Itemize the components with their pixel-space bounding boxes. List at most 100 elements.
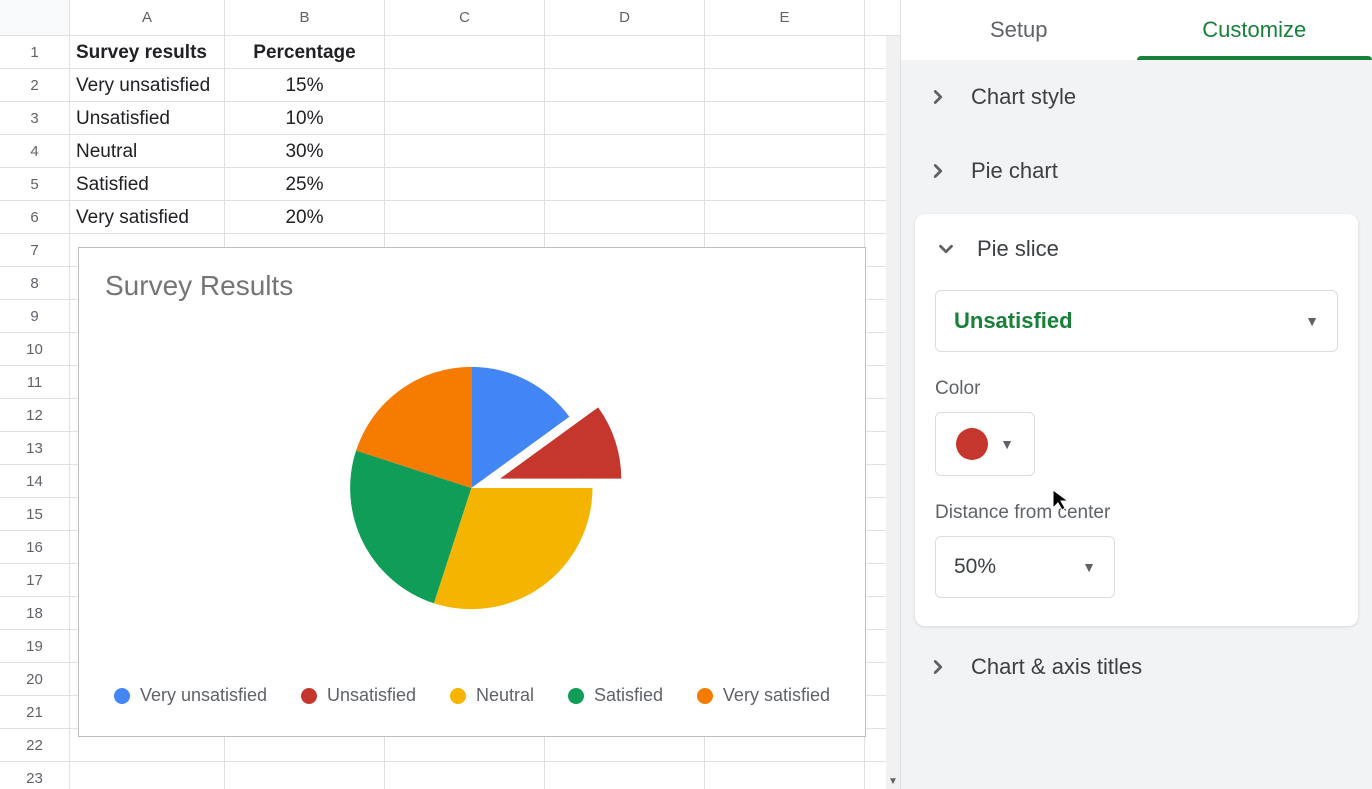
section-chart-axis-titles[interactable]: Chart & axis titles — [901, 644, 1372, 704]
section-chart-style[interactable]: Chart style — [901, 60, 1372, 134]
cell[interactable] — [705, 168, 865, 200]
cell[interactable]: Satisfied — [70, 168, 225, 200]
legend-swatch — [568, 688, 584, 704]
slice-select-dropdown[interactable]: Unsatisfied ▼ — [935, 290, 1338, 352]
cell[interactable]: 25% — [225, 168, 385, 200]
row-header[interactable]: 6 — [0, 201, 70, 233]
table-row: 5Satisfied25% — [0, 168, 900, 201]
column-header[interactable]: B — [225, 0, 385, 35]
slice-color-picker[interactable]: ▼ — [935, 412, 1035, 476]
cell[interactable] — [385, 36, 545, 68]
active-tab-indicator — [1137, 56, 1372, 60]
color-field-label: Color — [935, 378, 1338, 400]
row-header[interactable]: 23 — [0, 762, 70, 789]
row-header[interactable]: 9 — [0, 300, 70, 332]
cell[interactable] — [545, 102, 705, 134]
legend-item[interactable]: Satisfied — [568, 685, 663, 706]
row-header[interactable]: 20 — [0, 663, 70, 695]
row-header[interactable]: 17 — [0, 564, 70, 596]
cell[interactable]: 30% — [225, 135, 385, 167]
row-header[interactable]: 14 — [0, 465, 70, 497]
section-label: Chart style — [971, 84, 1076, 110]
cell[interactable] — [545, 135, 705, 167]
column-header[interactable]: D — [545, 0, 705, 35]
table-row: 3Unsatisfied10% — [0, 102, 900, 135]
row-header[interactable]: 21 — [0, 696, 70, 728]
row-header[interactable]: 19 — [0, 630, 70, 662]
row-header[interactable]: 3 — [0, 102, 70, 134]
legend-label: Very satisfied — [723, 685, 830, 706]
cell[interactable] — [385, 135, 545, 167]
cell[interactable] — [385, 168, 545, 200]
row-header[interactable]: 1 — [0, 36, 70, 68]
cell[interactable] — [385, 102, 545, 134]
cell[interactable] — [705, 762, 865, 789]
legend-item[interactable]: Very satisfied — [697, 685, 830, 706]
cell[interactable] — [545, 201, 705, 233]
pie-chart[interactable] — [319, 308, 679, 668]
row-header[interactable]: 16 — [0, 531, 70, 563]
row-header[interactable]: 4 — [0, 135, 70, 167]
select-all-corner[interactable] — [0, 0, 70, 35]
cell[interactable]: Survey results — [70, 36, 225, 68]
cell[interactable] — [70, 762, 225, 789]
vertical-scrollbar[interactable]: ▼ — [886, 36, 900, 789]
legend-item[interactable]: Very unsatisfied — [114, 685, 267, 706]
column-header[interactable]: C — [385, 0, 545, 35]
row-header[interactable]: 13 — [0, 432, 70, 464]
row-header[interactable]: 11 — [0, 366, 70, 398]
cell[interactable] — [385, 201, 545, 233]
section-pie-slice[interactable]: Pie slice — [935, 236, 1338, 262]
cell[interactable]: Percentage — [225, 36, 385, 68]
row-header[interactable]: 15 — [0, 498, 70, 530]
legend-item[interactable]: Unsatisfied — [301, 685, 416, 706]
cell[interactable] — [705, 69, 865, 101]
pie-slice-panel: Pie slice Unsatisfied ▼ Color ▼ Distance… — [915, 214, 1358, 626]
row-header[interactable]: 22 — [0, 729, 70, 761]
row-header[interactable]: 8 — [0, 267, 70, 299]
distance-field-label: Distance from center — [935, 502, 1338, 524]
chevron-right-icon — [927, 160, 949, 182]
cell[interactable] — [545, 36, 705, 68]
section-label: Chart & axis titles — [971, 654, 1142, 680]
cell[interactable] — [705, 36, 865, 68]
distance-dropdown[interactable]: 50% ▼ — [935, 536, 1115, 598]
cell[interactable] — [705, 201, 865, 233]
row-header[interactable]: 7 — [0, 234, 70, 266]
scroll-down-icon[interactable]: ▼ — [886, 773, 900, 789]
legend-swatch — [450, 688, 466, 704]
cell[interactable]: 15% — [225, 69, 385, 101]
legend-label: Unsatisfied — [327, 685, 416, 706]
dropdown-value: 50% — [954, 555, 996, 579]
caret-down-icon: ▼ — [1305, 313, 1319, 329]
tab-setup[interactable]: Setup — [901, 0, 1137, 60]
cell[interactable] — [385, 762, 545, 789]
legend-item[interactable]: Neutral — [450, 685, 534, 706]
cell[interactable] — [705, 135, 865, 167]
cell[interactable] — [225, 762, 385, 789]
cell[interactable]: Very satisfied — [70, 201, 225, 233]
cell[interactable] — [545, 168, 705, 200]
row-header[interactable]: 5 — [0, 168, 70, 200]
cell[interactable] — [545, 762, 705, 789]
cell[interactable]: Very unsatisfied — [70, 69, 225, 101]
cell[interactable]: Neutral — [70, 135, 225, 167]
cell[interactable]: 20% — [225, 201, 385, 233]
color-swatch — [956, 428, 988, 460]
cell[interactable]: 10% — [225, 102, 385, 134]
row-header[interactable]: 18 — [0, 597, 70, 629]
table-row: 2Very unsatisfied15% — [0, 69, 900, 102]
cell[interactable] — [385, 69, 545, 101]
row-header[interactable]: 10 — [0, 333, 70, 365]
column-header[interactable]: A — [70, 0, 225, 35]
tab-customize[interactable]: Customize — [1137, 0, 1372, 60]
section-pie-chart[interactable]: Pie chart — [901, 134, 1372, 208]
chart-container[interactable]: Survey Results Very unsatisfiedUnsatisfi… — [78, 247, 866, 737]
cell[interactable]: Unsatisfied — [70, 102, 225, 134]
chart-legend: Very unsatisfied Unsatisfied Neutral Satisf… — [97, 685, 847, 706]
row-header[interactable]: 12 — [0, 399, 70, 431]
cell[interactable] — [545, 69, 705, 101]
row-header[interactable]: 2 — [0, 69, 70, 101]
cell[interactable] — [705, 102, 865, 134]
column-header[interactable]: E — [705, 0, 865, 35]
